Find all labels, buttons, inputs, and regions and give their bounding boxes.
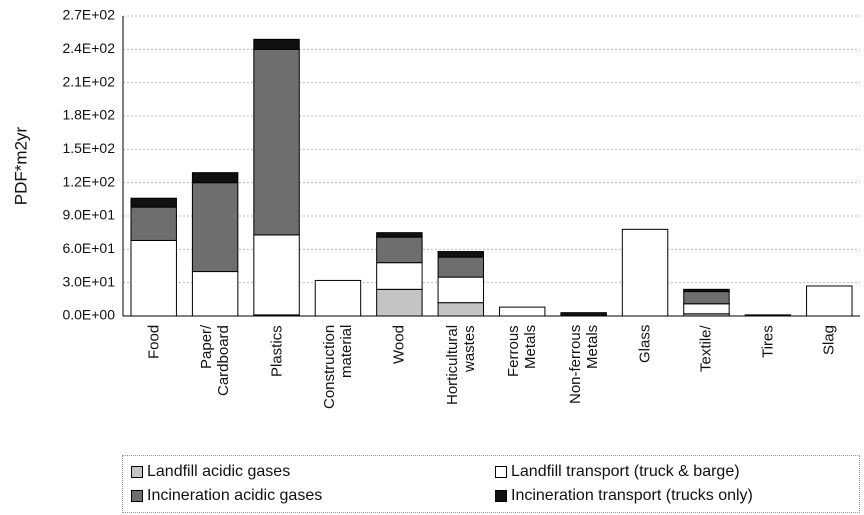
y-tick-label: 2.7E+02	[62, 7, 115, 23]
bar-segment	[376, 232, 423, 238]
bar-segment	[744, 314, 792, 317]
bar-segment	[253, 48, 300, 236]
bar-segment	[437, 256, 485, 278]
bar-segment	[376, 262, 423, 290]
bar-segment	[437, 251, 485, 258]
bar-segment	[376, 236, 423, 264]
x-tick-label: Wood	[390, 325, 408, 364]
bar-segment	[191, 182, 239, 273]
legend-swatch	[495, 466, 507, 478]
x-tick-label: Slag	[820, 325, 838, 356]
bar-segment	[130, 206, 177, 241]
x-tick-label: Textile/	[697, 325, 715, 372]
bar-segment	[437, 276, 485, 304]
bar-segment	[683, 303, 730, 315]
bar-segment	[683, 288, 730, 293]
bar-segment	[191, 172, 239, 184]
bar-segment	[437, 302, 485, 317]
x-tick-label: Horticultural wastes	[443, 325, 478, 406]
bar-segment	[376, 288, 423, 317]
x-tick-label: Food	[145, 325, 163, 360]
y-tick-label: 9.0E+01	[62, 207, 115, 223]
bar-segment	[560, 312, 607, 317]
y-tick-label: 3.0E+01	[62, 273, 115, 289]
bar-segment	[253, 234, 300, 316]
bar-segment	[806, 285, 853, 317]
legend-swatch	[131, 490, 143, 502]
x-tick-label: Construction material	[320, 325, 355, 410]
y-tick-label: 0.0E+00	[62, 307, 115, 323]
legend-label: Incineration transport (trucks only)	[511, 487, 753, 504]
bar-segment	[498, 306, 546, 317]
y-tick-label: 2.4E+02	[62, 40, 115, 56]
plot: PDF*m2yr 0.0E+00 3.0E+01 6.0E+01 9.0E+01 1.2…	[11, 7, 860, 323]
x-tick-label: Paper/ Cardboard	[198, 325, 233, 396]
bar-segment	[621, 228, 669, 317]
legend-item: Incineration transport (trucks only)	[495, 487, 859, 505]
bar-segment	[314, 279, 362, 317]
y-axis-label: PDF*m2yr	[11, 126, 30, 205]
legend: Landfill acidic gases Landfill transport …	[122, 455, 860, 513]
x-tick-label: Tires	[759, 325, 777, 358]
legend-swatch	[495, 490, 507, 502]
legend-item: Landfill acidic gases	[131, 463, 495, 481]
bar-segment	[253, 38, 300, 50]
legend-item: Landfill transport (truck & barge)	[495, 463, 859, 481]
y-tick-label: 6.0E+01	[62, 240, 115, 256]
bar-segment	[130, 197, 177, 208]
x-tick-label: Plastics	[268, 325, 286, 377]
bar-segment	[191, 271, 239, 317]
legend-item: Incineration acidic gases	[131, 487, 495, 505]
legend-label: Incineration acidic gases	[147, 487, 323, 504]
x-tick-label: Glass	[636, 325, 654, 364]
bar-segment	[683, 291, 730, 305]
bar-segment	[130, 239, 177, 317]
legend-label: Landfill transport (truck & barge)	[511, 463, 740, 480]
y-tick-label: 1.5E+02	[62, 140, 115, 156]
y-tick-label: 2.1E+02	[62, 73, 115, 89]
y-tick-label: 1.2E+02	[62, 173, 115, 189]
x-tick-label: Non-ferrous Metals	[566, 325, 601, 405]
legend-swatch	[131, 466, 143, 478]
legend-label: Landfill acidic gases	[147, 463, 291, 480]
x-tick-label: Ferrous Metals	[505, 325, 540, 377]
y-tick-label: 1.8E+02	[62, 107, 115, 123]
